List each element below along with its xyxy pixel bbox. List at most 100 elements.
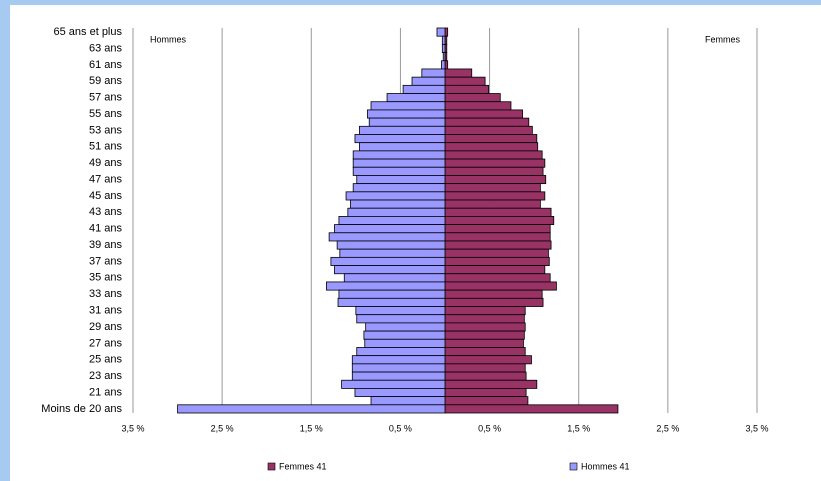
bar xyxy=(337,297,446,307)
x-tick-label: 2,5 % xyxy=(656,423,679,433)
y-tick-label: 45 ans xyxy=(89,190,123,202)
bar xyxy=(444,322,526,332)
bar xyxy=(330,256,446,266)
y-tick-label: 65 ans et plus xyxy=(54,26,123,38)
bar xyxy=(444,396,529,406)
y-tick-label: 31 ans xyxy=(89,305,123,317)
y-tick-label: 59 ans xyxy=(89,75,123,87)
bar xyxy=(444,134,538,144)
bar xyxy=(444,404,619,414)
bar xyxy=(444,191,546,201)
bar xyxy=(368,117,446,127)
bar xyxy=(341,379,446,389)
bar xyxy=(328,232,446,242)
bar xyxy=(442,52,446,62)
legend-swatch xyxy=(569,462,578,471)
bar xyxy=(444,76,486,86)
bar xyxy=(444,68,473,78)
bar xyxy=(351,355,446,365)
bar xyxy=(444,125,533,135)
legend-label: Femmes 41 xyxy=(279,461,327,471)
bar xyxy=(444,158,546,168)
bar xyxy=(345,191,446,201)
bar xyxy=(444,27,449,37)
y-tick-label: 51 ans xyxy=(89,141,123,153)
bar xyxy=(444,363,526,373)
y-tick-label: 57 ans xyxy=(89,92,123,104)
y-tick-label: 39 ans xyxy=(89,239,123,251)
bar xyxy=(338,289,446,299)
bar xyxy=(444,109,523,119)
bar xyxy=(367,109,446,119)
legend-swatch xyxy=(267,462,276,471)
bar xyxy=(365,322,446,332)
bar xyxy=(444,166,544,176)
bar xyxy=(347,207,446,217)
bar xyxy=(444,265,546,275)
bar xyxy=(444,388,527,398)
bar xyxy=(363,330,446,340)
y-tick-label: 47 ans xyxy=(89,173,123,185)
frame-left xyxy=(0,0,10,481)
x-tick-label: 3,5 % xyxy=(745,423,768,433)
bar xyxy=(352,150,446,160)
bar xyxy=(356,314,446,324)
bar xyxy=(444,314,525,324)
bar xyxy=(444,142,539,152)
y-tick-label: 23 ans xyxy=(89,370,123,382)
y-tick-label: 33 ans xyxy=(89,288,123,300)
bar xyxy=(444,338,524,348)
bar xyxy=(402,84,446,94)
bar xyxy=(354,388,446,398)
bar xyxy=(444,183,541,193)
x-tick-label: 2,5 % xyxy=(211,423,234,433)
y-tick-label: 55 ans xyxy=(89,108,123,120)
bar xyxy=(444,175,547,185)
bar xyxy=(334,224,446,234)
bar xyxy=(356,175,446,185)
y-tick-label: 43 ans xyxy=(89,206,123,218)
bar xyxy=(354,134,446,144)
bar xyxy=(444,93,501,103)
bar xyxy=(386,93,446,103)
bar xyxy=(444,355,532,365)
bar xyxy=(441,60,446,70)
bar xyxy=(421,68,446,78)
bar xyxy=(444,379,538,389)
bar xyxy=(336,240,446,250)
y-tick-label: 21 ans xyxy=(89,386,123,398)
y-tick-label: 35 ans xyxy=(89,272,123,284)
bar xyxy=(444,371,527,381)
bar xyxy=(351,371,446,381)
y-tick-label: 25 ans xyxy=(89,354,123,366)
frame-top xyxy=(0,0,821,5)
bar xyxy=(177,404,446,414)
x-tick-label: 3,5 % xyxy=(121,423,144,433)
bar xyxy=(444,150,543,160)
x-tick-label: 0,5 % xyxy=(478,423,501,433)
y-tick-label: 53 ans xyxy=(89,124,123,136)
bar xyxy=(444,306,526,316)
bar xyxy=(351,363,446,373)
bar xyxy=(444,84,490,94)
bar xyxy=(444,347,526,357)
bar xyxy=(364,338,446,348)
bar xyxy=(444,207,552,217)
bar xyxy=(444,240,552,250)
x-tick-label: 1,5 % xyxy=(567,423,590,433)
bar xyxy=(444,232,551,242)
bar xyxy=(441,35,446,45)
bar xyxy=(444,297,544,307)
bar xyxy=(444,216,555,225)
bar xyxy=(338,216,446,225)
bar xyxy=(436,27,446,37)
bar xyxy=(444,60,449,70)
x-tick-label: 0,5 % xyxy=(389,423,412,433)
legend-label: Hommes 41 xyxy=(581,461,630,471)
bar xyxy=(326,281,446,291)
bar xyxy=(356,347,446,357)
bar xyxy=(359,142,446,152)
bar xyxy=(444,101,512,111)
bar xyxy=(352,183,446,193)
